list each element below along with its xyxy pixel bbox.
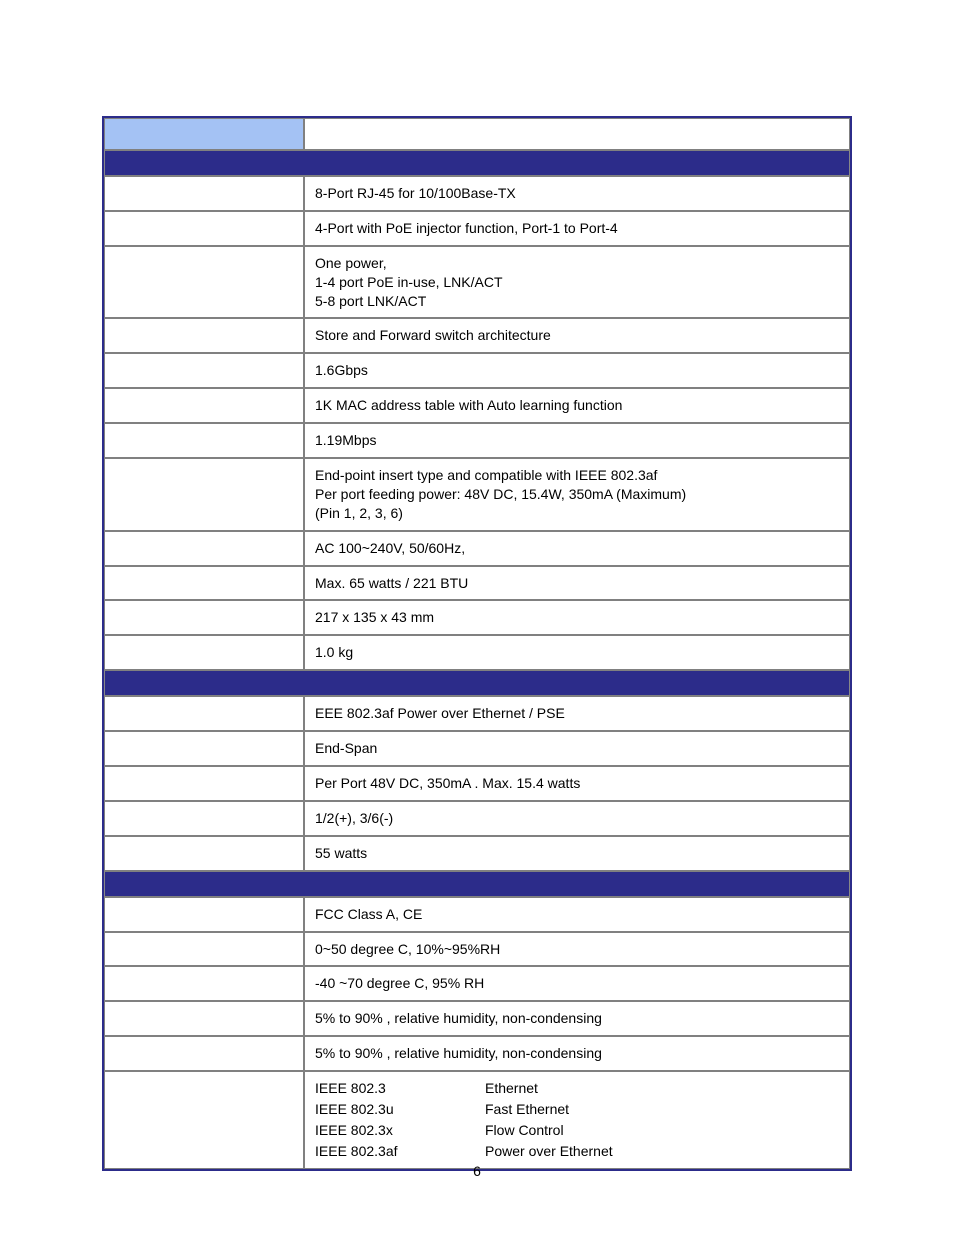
label-cell [104,1001,304,1036]
table-row: 1.0 kg [104,635,850,670]
table-row: 1K MAC address table with Auto learning … [104,388,850,423]
value-cell: 55 watts [304,836,850,871]
section-title [104,150,850,176]
standard-code: IEEE 802.3x [315,1121,485,1140]
table-row: One power, 1-4 port PoE in-use, LNK/ACT … [104,246,850,319]
label-cell [104,635,304,670]
value-line: End-point insert type and compatible wit… [315,466,839,485]
label-cell [104,353,304,388]
table-row: 55 watts [104,836,850,871]
table-row: End-Span [104,731,850,766]
section-row [104,150,850,176]
value-cell: FCC Class A, CE [304,897,850,932]
value-line: One power, [315,254,839,273]
label-cell [104,318,304,353]
table-row: Max. 65 watts / 221 BTU [104,566,850,601]
standard-name: Ethernet [485,1079,839,1098]
value-cell: EEE 802.3af Power over Ethernet / PSE [304,696,850,731]
label-cell [104,531,304,566]
value-line: 1-4 port PoE in-use, LNK/ACT [315,273,839,292]
section-row [104,871,850,897]
table-row: 0~50 degree C, 10%~95%RH [104,932,850,967]
value-cell: 5% to 90% , relative humidity, non-conde… [304,1001,850,1036]
section-title [104,871,850,897]
table-row: 1.6Gbps [104,353,850,388]
standard-name: Flow Control [485,1121,839,1140]
label-cell [104,1071,304,1169]
value-cell: 5% to 90% , relative humidity, non-conde… [304,1036,850,1071]
label-cell [104,176,304,211]
value-line: Per port feeding power: 48V DC, 15.4W, 3… [315,485,839,504]
value-cell: 217 x 135 x 43 mm [304,600,850,635]
value-cell: 1.6Gbps [304,353,850,388]
label-cell [104,458,304,531]
section-row [104,670,850,696]
header-right-cell [304,118,850,150]
value-cell: 8-Port RJ-45 for 10/100Base-TX [304,176,850,211]
value-cell: -40 ~70 degree C, 95% RH [304,966,850,1001]
table-row: 5% to 90% , relative humidity, non-conde… [104,1001,850,1036]
table-row: EEE 802.3af Power over Ethernet / PSE [104,696,850,731]
standard-code: IEEE 802.3 [315,1079,485,1098]
section-title [104,670,850,696]
label-cell [104,388,304,423]
table-row: 5% to 90% , relative humidity, non-conde… [104,1036,850,1071]
table-row: 1/2(+), 3/6(-) [104,801,850,836]
table-row: End-point insert type and compatible wit… [104,458,850,531]
label-cell [104,1036,304,1071]
value-cell: End-Span [304,731,850,766]
table-row: Per Port 48V DC, 350mA . Max. 15.4 watts [104,766,850,801]
label-cell [104,766,304,801]
standards-grid: IEEE 802.3 Ethernet IEEE 802.3u Fast Eth… [315,1079,839,1161]
table-row: 1.19Mbps [104,423,850,458]
label-cell [104,836,304,871]
label-cell [104,566,304,601]
page-number: 6 [0,1163,954,1179]
value-cell: 1.0 kg [304,635,850,670]
value-cell: 1K MAC address table with Auto learning … [304,388,850,423]
value-cell: 0~50 degree C, 10%~95%RH [304,932,850,967]
value-line: 5-8 port LNK/ACT [315,292,839,311]
label-cell [104,966,304,1001]
label-cell [104,211,304,246]
table-row: IEEE 802.3 Ethernet IEEE 802.3u Fast Eth… [104,1071,850,1169]
label-cell [104,731,304,766]
value-cell: End-point insert type and compatible wit… [304,458,850,531]
page-container: 8-Port RJ-45 for 10/100Base-TX 4-Port wi… [0,0,954,1171]
standard-code: IEEE 802.3af [315,1142,485,1161]
table-row: -40 ~70 degree C, 95% RH [104,966,850,1001]
label-cell [104,932,304,967]
label-cell [104,600,304,635]
label-cell [104,801,304,836]
label-cell [104,696,304,731]
label-cell [104,246,304,319]
label-cell [104,423,304,458]
table-row: 217 x 135 x 43 mm [104,600,850,635]
table-row: 8-Port RJ-45 for 10/100Base-TX [104,176,850,211]
table-row: Store and Forward switch architecture [104,318,850,353]
standard-code: IEEE 802.3u [315,1100,485,1119]
header-left-cell [104,118,304,150]
table-row: FCC Class A, CE [104,897,850,932]
table-row: AC 100~240V, 50/60Hz, [104,531,850,566]
value-cell: Max. 65 watts / 221 BTU [304,566,850,601]
value-cell: 1/2(+), 3/6(-) [304,801,850,836]
value-line: (Pin 1, 2, 3, 6) [315,504,839,523]
value-cell: One power, 1-4 port PoE in-use, LNK/ACT … [304,246,850,319]
table-header-row [104,118,850,150]
value-cell: 4-Port with PoE injector function, Port-… [304,211,850,246]
value-cell: Store and Forward switch architecture [304,318,850,353]
spec-table: 8-Port RJ-45 for 10/100Base-TX 4-Port wi… [102,116,852,1171]
standard-name: Fast Ethernet [485,1100,839,1119]
value-cell: AC 100~240V, 50/60Hz, [304,531,850,566]
table-row: 4-Port with PoE injector function, Port-… [104,211,850,246]
value-cell: IEEE 802.3 Ethernet IEEE 802.3u Fast Eth… [304,1071,850,1169]
value-cell: 1.19Mbps [304,423,850,458]
standard-name: Power over Ethernet [485,1142,839,1161]
label-cell [104,897,304,932]
value-cell: Per Port 48V DC, 350mA . Max. 15.4 watts [304,766,850,801]
